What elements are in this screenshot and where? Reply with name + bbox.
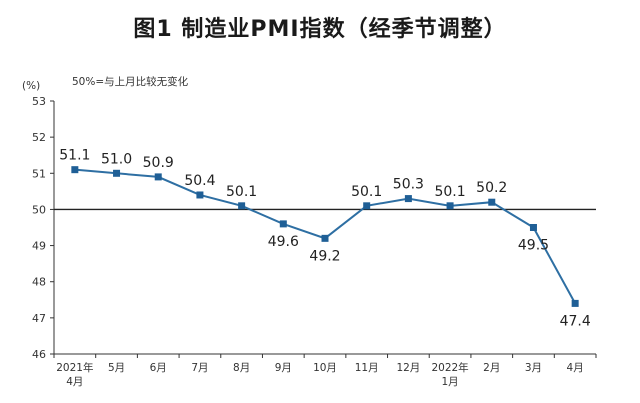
data-label: 50.1 <box>226 184 257 200</box>
data-point <box>238 202 246 210</box>
x-tick-label: 6月 <box>150 362 167 374</box>
y-tick-label: 50 <box>32 203 46 216</box>
data-label: 49.6 <box>268 234 299 250</box>
data-label: 51.0 <box>101 151 132 167</box>
data-point <box>488 198 496 206</box>
y-tick-label: 53 <box>32 95 46 108</box>
data-label: 47.4 <box>560 313 591 329</box>
x-tick-label: 11月 <box>355 362 379 374</box>
y-tick-label: 49 <box>32 240 46 253</box>
data-point <box>446 202 454 210</box>
y-tick-label: 52 <box>32 131 46 144</box>
data-label: 50.2 <box>476 180 507 196</box>
y-tick-label: 47 <box>32 312 46 325</box>
data-label: 50.1 <box>351 184 382 200</box>
data-point <box>196 191 204 199</box>
x-tick-label: 7月 <box>191 362 208 374</box>
data-point <box>363 202 371 210</box>
data-point <box>279 220 287 228</box>
y-tick-label: 48 <box>32 276 46 289</box>
x-tick-label: 5月 <box>108 362 125 374</box>
x-tick-label: 8月 <box>233 362 250 374</box>
data-label: 50.3 <box>393 177 424 193</box>
x-tick-label: 9月 <box>275 362 292 374</box>
data-point <box>321 234 329 242</box>
data-label: 50.1 <box>434 184 465 200</box>
data-point <box>404 195 412 203</box>
y-tick-label: 51 <box>32 167 46 180</box>
data-label: 50.4 <box>184 173 215 189</box>
data-label: 51.1 <box>59 148 90 164</box>
x-tick-label: 1月 <box>441 376 458 388</box>
data-point <box>71 166 79 174</box>
x-tick-label: 2月 <box>483 362 500 374</box>
x-tick-label: 10月 <box>313 362 337 374</box>
x-tick-label: 4月 <box>567 362 584 374</box>
data-label: 50.9 <box>143 155 174 171</box>
chart-title: 图1 制造业PMI指数（经季节调整） <box>133 17 507 42</box>
data-point <box>113 169 121 177</box>
data-point <box>529 224 537 231</box>
y-axis-unit: (%) <box>22 80 40 92</box>
x-tick-label: 4月 <box>66 376 83 388</box>
x-tick-label: 2021年 <box>56 361 93 374</box>
x-tick-label: 2022年 <box>431 361 468 374</box>
data-point <box>571 299 579 307</box>
chart-annotation: 50%=与上月比较无变化 <box>72 75 189 88</box>
data-label: 49.2 <box>309 248 340 264</box>
data-label: 49.5 <box>518 238 549 254</box>
data-point <box>154 173 162 181</box>
x-tick-label: 12月 <box>396 362 420 374</box>
x-tick-label: 3月 <box>525 362 542 374</box>
y-tick-label: 46 <box>32 348 46 361</box>
